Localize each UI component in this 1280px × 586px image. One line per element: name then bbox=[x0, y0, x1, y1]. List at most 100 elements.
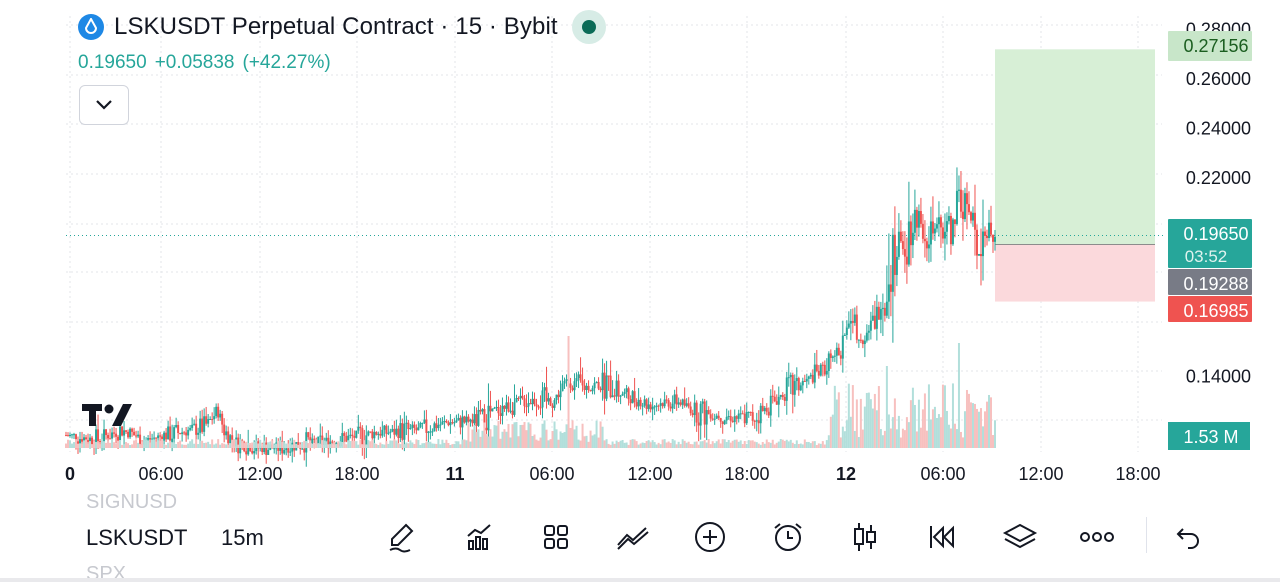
volume-bar bbox=[935, 417, 938, 448]
candle-body bbox=[957, 189, 960, 191]
symbol-selector[interactable]: LSKUSDT bbox=[86, 525, 188, 550]
volume-bar bbox=[237, 444, 240, 448]
candle-body bbox=[179, 433, 182, 435]
volume-bar bbox=[835, 399, 838, 448]
candle-body bbox=[769, 395, 772, 416]
candle-body bbox=[987, 222, 990, 239]
candle-body bbox=[697, 422, 700, 426]
volume-bars bbox=[65, 336, 996, 448]
volume-bar bbox=[755, 442, 758, 448]
replay-icon[interactable] bbox=[922, 517, 962, 557]
candle-body bbox=[851, 320, 854, 323]
price-tick-label: 0.22000 bbox=[1186, 168, 1251, 188]
time-tick-label: 06:00 bbox=[920, 464, 965, 484]
candle-body bbox=[777, 396, 780, 405]
candle-body bbox=[825, 371, 828, 375]
candle-body bbox=[721, 421, 724, 425]
candle-body bbox=[569, 383, 572, 388]
volume-bar bbox=[747, 440, 750, 448]
volume-bar bbox=[355, 441, 358, 448]
time-tick-label: 18:00 bbox=[1115, 464, 1160, 484]
prev-symbol[interactable]: SIGNUSD bbox=[86, 491, 178, 513]
candle-body bbox=[711, 418, 714, 420]
volume-bar bbox=[459, 444, 462, 448]
candle-body bbox=[447, 422, 450, 426]
candle-body bbox=[483, 409, 486, 428]
volume-bar bbox=[679, 444, 682, 448]
candle-body bbox=[459, 417, 462, 428]
volume-bar bbox=[481, 430, 484, 448]
volume-bar bbox=[729, 442, 732, 448]
volume-bar bbox=[483, 422, 486, 448]
candle-body bbox=[693, 402, 696, 416]
market-status-icon[interactable] bbox=[571, 10, 606, 44]
candle-body bbox=[461, 416, 464, 428]
volume-bar bbox=[219, 444, 222, 448]
volume-bar bbox=[105, 442, 108, 448]
volume-bar bbox=[825, 440, 828, 448]
candle-body bbox=[341, 433, 344, 444]
volume-bar bbox=[893, 398, 896, 448]
candle-body bbox=[407, 422, 410, 430]
volume-bar bbox=[201, 440, 204, 448]
volume-bar bbox=[141, 441, 144, 448]
candle-body bbox=[525, 406, 528, 408]
collapse-legend-button[interactable] bbox=[79, 85, 129, 125]
tradingview-logo-icon[interactable] bbox=[82, 402, 134, 433]
volume-bar bbox=[769, 442, 772, 448]
volume-bar bbox=[69, 440, 72, 448]
next-symbol[interactable]: SPX bbox=[86, 563, 127, 585]
candle-body bbox=[975, 229, 978, 256]
volume-bar bbox=[75, 439, 78, 448]
volume-bar bbox=[373, 442, 376, 448]
candle-body bbox=[653, 406, 656, 408]
candle-body bbox=[347, 435, 350, 442]
volume-bar bbox=[155, 441, 158, 448]
candle-body bbox=[797, 378, 800, 391]
volume-tag-value: 1.53 M bbox=[1183, 427, 1238, 447]
volume-bar bbox=[585, 435, 588, 448]
candle-body bbox=[909, 221, 912, 246]
undo-icon[interactable] bbox=[1168, 517, 1208, 557]
time-tick-label: 06:00 bbox=[529, 464, 574, 484]
candle-body bbox=[229, 435, 232, 444]
volume-bar bbox=[797, 444, 800, 448]
compare-icon[interactable] bbox=[613, 517, 653, 557]
candle-body bbox=[749, 411, 752, 413]
candle-body bbox=[627, 388, 630, 400]
volume-bar bbox=[115, 443, 118, 448]
candle-body bbox=[845, 327, 848, 335]
candle-body bbox=[991, 234, 994, 242]
volume-bar bbox=[637, 444, 640, 448]
candle-body bbox=[137, 434, 140, 437]
candle-body bbox=[157, 435, 160, 439]
candle-body bbox=[745, 412, 748, 424]
volume-bar bbox=[971, 403, 974, 448]
volume-bar bbox=[333, 442, 336, 448]
volume-bar bbox=[411, 442, 414, 448]
drawing-pen-icon[interactable] bbox=[382, 517, 422, 557]
candle-body bbox=[994, 236, 996, 242]
volume-bar bbox=[371, 439, 374, 448]
candle-body bbox=[565, 379, 568, 381]
candle-body bbox=[793, 381, 796, 395]
more-icon[interactable] bbox=[1077, 517, 1117, 557]
candle-body bbox=[523, 398, 526, 407]
layouts-icon[interactable] bbox=[536, 517, 576, 557]
candles-icon[interactable] bbox=[845, 517, 885, 557]
candle-body bbox=[205, 416, 208, 424]
add-icon[interactable] bbox=[690, 517, 730, 557]
volume-bar bbox=[899, 437, 902, 448]
candle-body bbox=[847, 323, 850, 328]
timeframe-selector[interactable]: 15m bbox=[221, 525, 264, 550]
indicators-icon[interactable] bbox=[459, 517, 499, 557]
candle-body bbox=[635, 402, 638, 407]
alert-clock-icon[interactable] bbox=[768, 517, 808, 557]
volume-bar bbox=[891, 417, 894, 448]
candle-body bbox=[449, 422, 452, 426]
layers-icon[interactable] bbox=[1000, 517, 1040, 557]
volume-bar bbox=[159, 440, 162, 448]
candle-body bbox=[117, 436, 120, 441]
volume-bar bbox=[983, 411, 986, 448]
